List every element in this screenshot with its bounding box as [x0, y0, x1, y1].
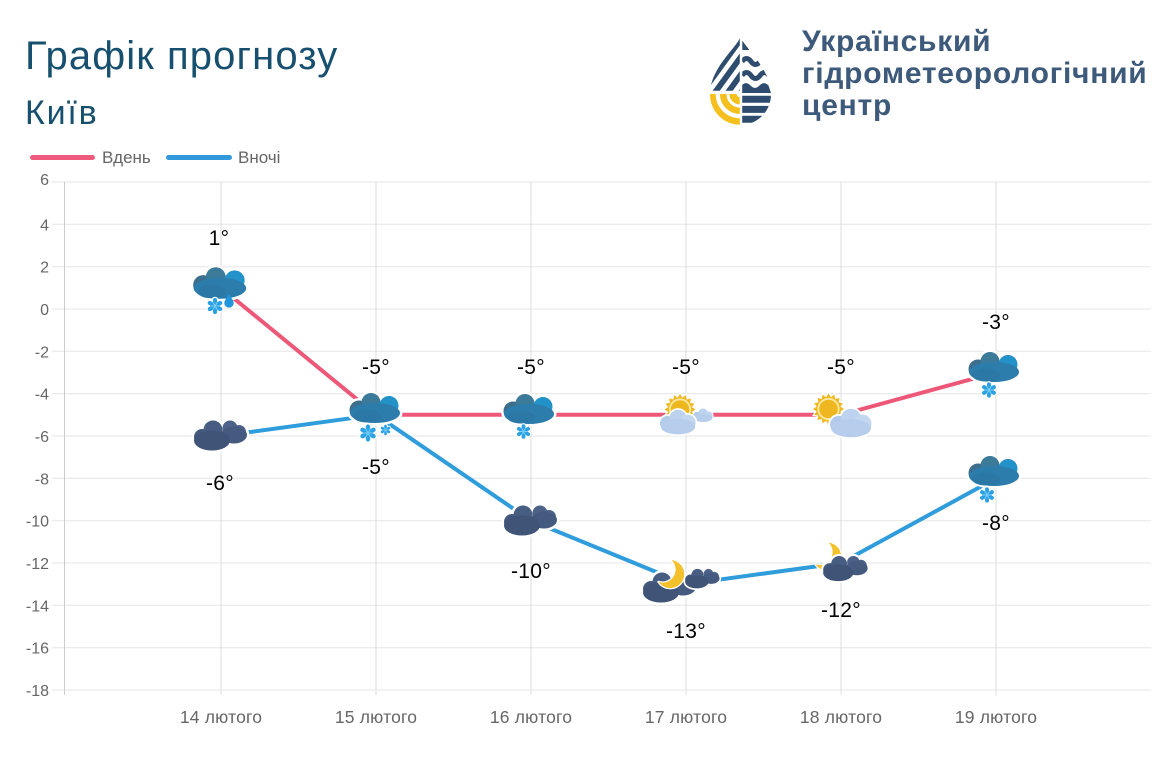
- svg-text:14 лютого: 14 лютого: [180, 707, 262, 727]
- svg-text:-5°: -5°: [517, 356, 545, 379]
- svg-text:4: 4: [40, 217, 49, 234]
- svg-text:-18: -18: [26, 683, 49, 700]
- svg-text:-6: -6: [35, 429, 49, 446]
- svg-text:2: 2: [40, 260, 49, 277]
- svg-text:1°: 1°: [209, 227, 230, 250]
- svg-text:16 лютого: 16 лютого: [490, 707, 572, 727]
- svg-text:-13°: -13°: [666, 620, 706, 643]
- svg-text:-8: -8: [35, 471, 49, 488]
- svg-text:-12°: -12°: [821, 599, 861, 622]
- svg-text:-6°: -6°: [206, 472, 234, 495]
- svg-text:-10: -10: [26, 514, 49, 531]
- svg-text:-5°: -5°: [827, 356, 855, 379]
- svg-text:-5°: -5°: [362, 356, 390, 379]
- svg-text:-3°: -3°: [982, 311, 1010, 334]
- svg-text:-14: -14: [26, 598, 49, 615]
- svg-text:18 лютого: 18 лютого: [800, 707, 882, 727]
- svg-text:-2: -2: [35, 344, 49, 361]
- svg-text:-5°: -5°: [362, 456, 390, 479]
- svg-text:17 лютого: 17 лютого: [645, 707, 727, 727]
- svg-text:-5°: -5°: [672, 356, 700, 379]
- svg-text:19 лютого: 19 лютого: [955, 707, 1037, 727]
- svg-text:6: 6: [40, 172, 49, 189]
- svg-text:15 лютого: 15 лютого: [335, 707, 417, 727]
- svg-text:-4: -4: [35, 387, 49, 404]
- svg-text:-10°: -10°: [511, 560, 551, 583]
- svg-text:-16: -16: [26, 641, 49, 658]
- svg-text:-12: -12: [26, 556, 49, 573]
- svg-text:0: 0: [40, 302, 49, 319]
- svg-text:-8°: -8°: [982, 512, 1010, 535]
